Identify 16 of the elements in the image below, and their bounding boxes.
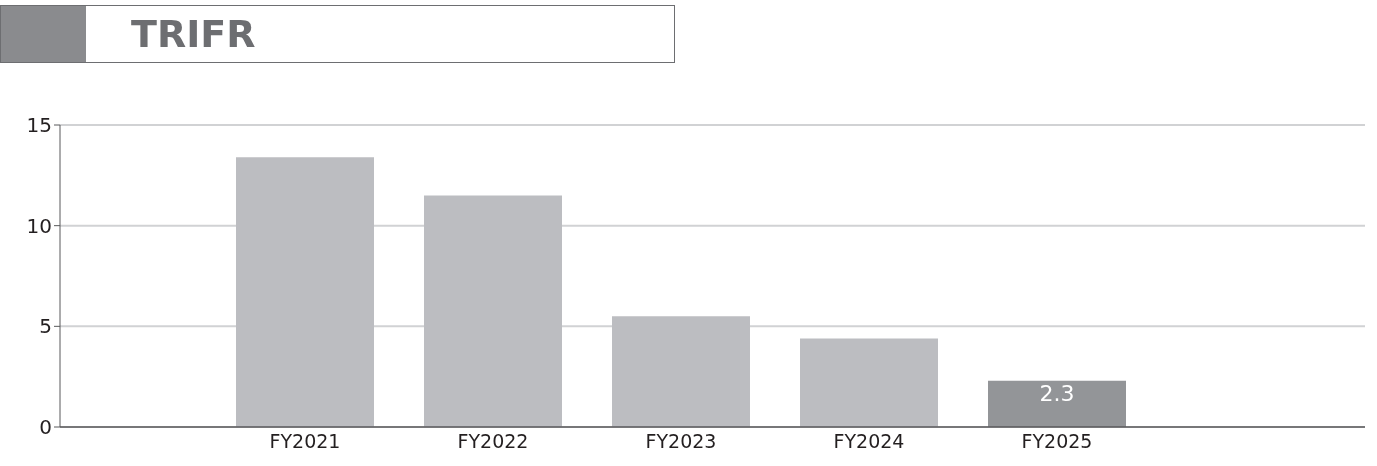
chart-title: TRIFR <box>131 11 256 58</box>
y-tick-label: 0 <box>39 415 52 440</box>
x-tick-label: FY2023 <box>645 430 717 453</box>
x-tick-label: FY2022 <box>457 430 529 453</box>
x-tick-label: FY2021 <box>269 430 341 453</box>
y-tick-label: 15 <box>26 113 52 138</box>
bar <box>424 195 562 427</box>
bar <box>236 157 374 427</box>
x-tick-label: FY2025 <box>1021 430 1093 453</box>
y-tick-label: 5 <box>39 314 52 339</box>
y-tick-label: 10 <box>26 213 52 238</box>
bar <box>800 338 938 427</box>
data-label: 2.3 <box>1039 381 1075 407</box>
bar <box>612 316 750 427</box>
x-tick-label: FY2024 <box>833 430 905 453</box>
bar <box>988 380 1126 427</box>
